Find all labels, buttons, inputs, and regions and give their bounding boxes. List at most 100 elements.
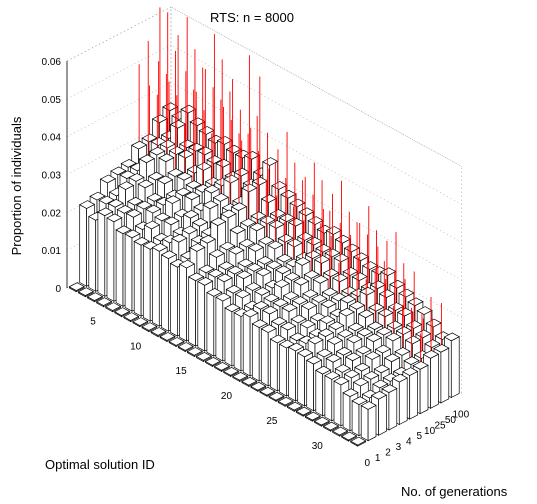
bar-face-top bbox=[316, 348, 333, 358]
x-tick-label: 10 bbox=[424, 426, 436, 437]
bar-face-top bbox=[293, 276, 310, 286]
z-tick-label: 0.03 bbox=[42, 171, 62, 182]
bar-face-top bbox=[185, 180, 202, 189]
bar-face-front bbox=[378, 394, 387, 436]
bar-face-top bbox=[300, 301, 318, 310]
bar-face-top bbox=[150, 327, 167, 336]
bar-face-top bbox=[89, 191, 106, 201]
bar-face-top bbox=[147, 171, 165, 181]
bar-face-top bbox=[250, 381, 267, 391]
bar-face-top bbox=[160, 250, 178, 259]
bar-face-top bbox=[356, 327, 373, 337]
bar bbox=[232, 372, 249, 382]
bar bbox=[204, 357, 222, 367]
bar bbox=[159, 332, 176, 343]
bar-face-top bbox=[351, 396, 368, 405]
bar-face-top bbox=[261, 305, 279, 315]
bar-face-top bbox=[274, 265, 292, 275]
bar-face-top bbox=[234, 289, 251, 299]
bar-face-top bbox=[363, 371, 380, 380]
bar-face-top bbox=[77, 287, 94, 296]
bar-face-top bbox=[220, 209, 237, 219]
bar-face-top bbox=[219, 241, 236, 251]
bar-face-top bbox=[391, 373, 408, 383]
bar-face-top bbox=[394, 347, 411, 356]
bar-face-side bbox=[188, 276, 196, 347]
bar-face-top bbox=[213, 362, 231, 371]
bar bbox=[168, 337, 185, 348]
bar bbox=[331, 426, 349, 437]
bar-face-top bbox=[256, 256, 274, 265]
bar bbox=[350, 436, 367, 447]
bar-face-top bbox=[138, 154, 156, 164]
bar-face-top bbox=[376, 326, 393, 336]
x-tick-label: 5 bbox=[416, 431, 422, 442]
bar bbox=[86, 292, 104, 303]
bar-face-top bbox=[365, 333, 383, 343]
bar bbox=[141, 322, 158, 333]
bar-face-top bbox=[123, 312, 140, 321]
bar-face-top bbox=[269, 334, 286, 344]
bar-face-top bbox=[182, 209, 200, 219]
bar-face-top bbox=[215, 292, 232, 302]
bar-face-top bbox=[206, 288, 223, 297]
bar bbox=[259, 386, 276, 397]
bar bbox=[177, 342, 194, 353]
bar-face-top bbox=[217, 261, 235, 270]
bar-face-front bbox=[450, 336, 460, 399]
bar-face-front bbox=[440, 347, 450, 404]
x-axis-label: No. of generations bbox=[401, 484, 508, 499]
bar-face-top bbox=[107, 198, 124, 208]
x-tick-label: 25 bbox=[434, 420, 446, 431]
bar-face-side bbox=[106, 217, 115, 302]
bar-face-top bbox=[251, 319, 268, 328]
bar-face-top bbox=[106, 213, 123, 223]
z-tick-labels: 0 0.01 0.02 0.03 0.04 0.05 0.06 bbox=[42, 57, 62, 295]
back-wall bbox=[66, 6, 172, 289]
bar bbox=[304, 411, 321, 422]
bar-face-top bbox=[171, 233, 188, 243]
bar-face-side bbox=[170, 262, 178, 337]
bar-face-top bbox=[281, 303, 298, 312]
bar-face-side bbox=[197, 280, 206, 352]
bar-face-top bbox=[312, 275, 329, 284]
bar-face-top bbox=[357, 309, 375, 319]
bar-face-top bbox=[115, 225, 132, 235]
z-tick-label: 0 bbox=[55, 284, 61, 295]
bar-face-top bbox=[303, 270, 320, 279]
bar-face-top bbox=[268, 391, 285, 401]
bar-face-top bbox=[127, 196, 144, 206]
bar-face-front bbox=[398, 377, 408, 426]
bar-face-top bbox=[335, 346, 353, 356]
bar-face-side bbox=[279, 343, 287, 397]
bar-face-top bbox=[407, 297, 424, 307]
bar-face-top bbox=[202, 200, 219, 210]
bar-face-top bbox=[120, 159, 137, 168]
bar-face-top bbox=[210, 217, 227, 226]
bar-face-top bbox=[232, 372, 249, 381]
bar-face-top bbox=[143, 220, 161, 230]
bar-face-top bbox=[151, 243, 168, 252]
bar-face-front bbox=[409, 370, 418, 420]
bar-face-top bbox=[254, 287, 271, 296]
bar-face-top bbox=[225, 284, 242, 294]
bar-face-top bbox=[229, 225, 246, 235]
bar bbox=[322, 421, 340, 432]
bar-face-top bbox=[372, 379, 389, 389]
bar-face-top bbox=[156, 175, 174, 185]
bar-face-top bbox=[350, 436, 367, 446]
bar-face-side bbox=[315, 369, 324, 417]
bar-face-side bbox=[333, 380, 342, 427]
bar-face-top bbox=[242, 308, 259, 318]
bar bbox=[222, 367, 240, 377]
bar-face-top bbox=[204, 357, 222, 366]
z-tick-label: 0.06 bbox=[42, 57, 62, 68]
bar-face-top bbox=[260, 324, 277, 333]
x-tick-label: 50 bbox=[445, 415, 457, 426]
bar bbox=[68, 282, 85, 293]
bar-face-top bbox=[265, 260, 283, 270]
bar-face-top bbox=[68, 282, 85, 291]
bar-face-top bbox=[177, 342, 194, 351]
bar-face-top bbox=[383, 353, 401, 363]
bar-face-top bbox=[287, 342, 305, 352]
